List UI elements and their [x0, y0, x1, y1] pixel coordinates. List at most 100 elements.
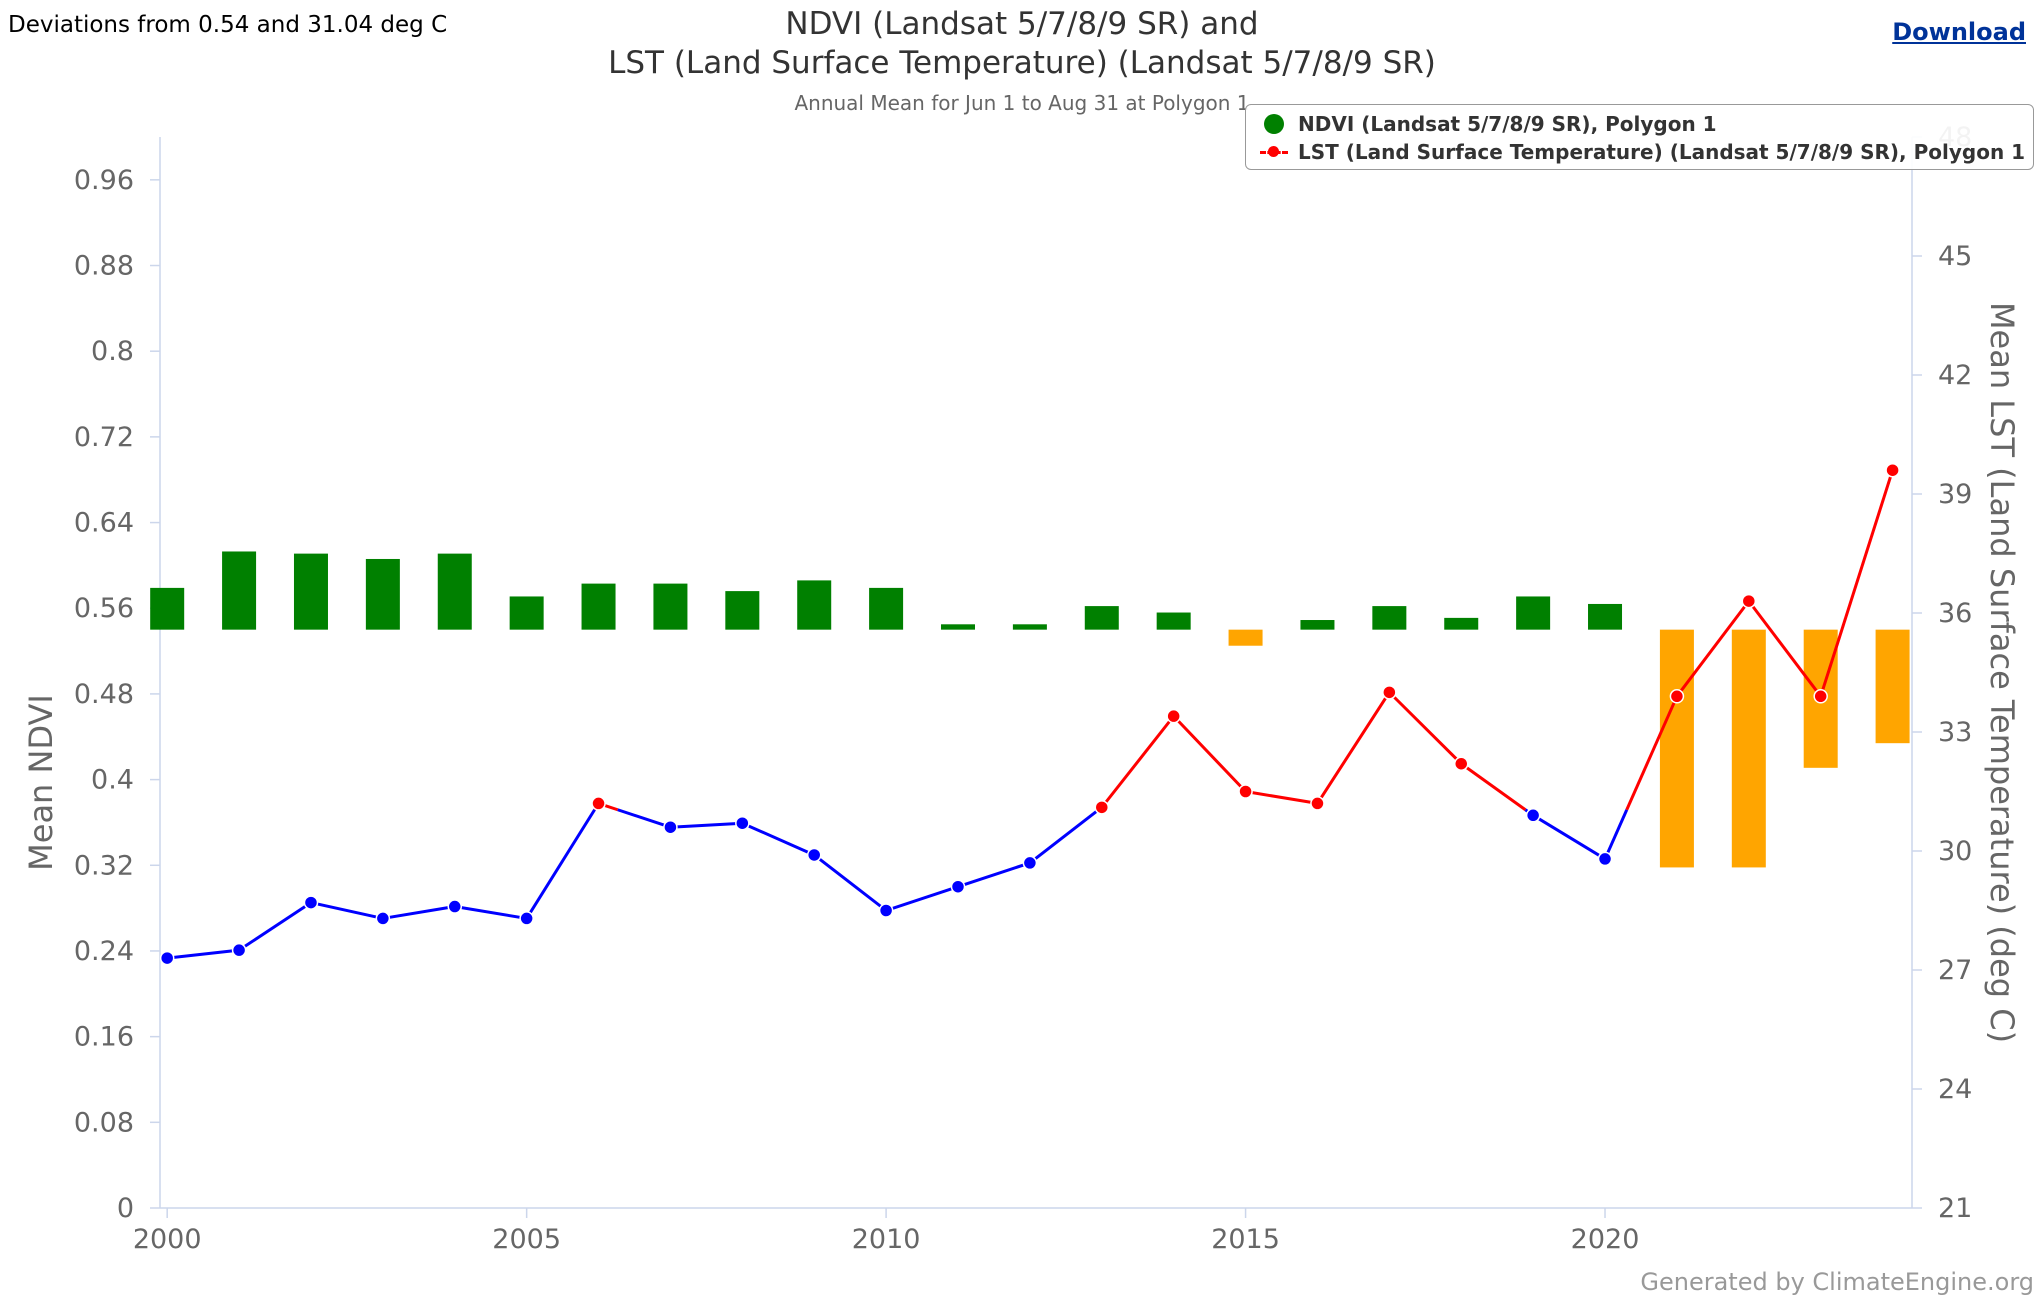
- y-right-tick-label: 30: [1938, 836, 1972, 867]
- chart-axes: [150, 136, 1922, 1218]
- ndvi-bar: [940, 624, 975, 630]
- chart-title-line1: NDVI (Landsat 5/7/8/9 SR) and: [785, 6, 1259, 42]
- legend-label-ndvi: NDVI (Landsat 5/7/8/9 SR), Polygon 1: [1298, 112, 1717, 136]
- lst-point: [1238, 784, 1253, 799]
- axis-labels: 0 0.08 0.16 0.24 0.32 0.4 0.48 0.56 0.64 0.72 0.8 0…: [22, 122, 2021, 1255]
- y-left-tick-label: 0.64: [74, 508, 134, 539]
- lst-point: [1669, 689, 1685, 704]
- download-link[interactable]: Download: [1892, 18, 2026, 46]
- ndvi-bar: [1659, 629, 1694, 868]
- y-right-tick-label: 42: [1938, 360, 1972, 391]
- lst-point: [1382, 685, 1397, 700]
- y-left-tick-label: 0.48: [74, 679, 134, 710]
- lst-segment: [1675, 600, 1751, 698]
- lst-point: [1597, 851, 1613, 867]
- lst-point: [519, 911, 534, 926]
- chart-subtitle: Annual Mean for Jun 1 to Aug 31 at Polyg…: [794, 91, 1250, 115]
- y-left-tick-label: 0.4: [91, 765, 134, 796]
- lst-segment: [1603, 809, 1629, 860]
- y-right-tick-label: 36: [1938, 598, 1972, 629]
- y-left-tick-label: 0.24: [74, 936, 134, 967]
- lst-segment: [1532, 814, 1606, 861]
- ndvi-bar: [653, 583, 688, 630]
- ndvi-bar: [1228, 629, 1263, 646]
- lst-segment: [1819, 469, 1895, 697]
- lst-segment: [670, 821, 743, 829]
- lst-point: [1885, 462, 1900, 478]
- lst-point: [231, 942, 247, 958]
- y-right-tick-label: 24: [1938, 1074, 1972, 1105]
- lst-segment: [1747, 600, 1822, 698]
- lst-segment: [1460, 762, 1527, 811]
- lst-point: [1094, 800, 1110, 815]
- ndvi-bar: [293, 553, 328, 630]
- lst-segment: [1245, 790, 1318, 805]
- lst-point: [447, 899, 463, 914]
- lst-point: [303, 895, 319, 910]
- ndvi-bar: [509, 596, 544, 630]
- lst-segment: [454, 905, 527, 920]
- lst-line: [159, 462, 1900, 966]
- y-left-tick-label: 0.32: [74, 850, 134, 881]
- lst-point: [159, 950, 175, 966]
- ndvi-bar: [1156, 612, 1191, 630]
- credit-link[interactable]: Generated by ClimateEngine.org: [1640, 1268, 2034, 1296]
- ndvi-bar: [1012, 624, 1047, 630]
- y-right-tick-label: 39: [1938, 479, 1972, 510]
- ndvi-bar: [1731, 629, 1766, 868]
- lst-segment: [1028, 808, 1100, 865]
- ndvi-bar: [1300, 620, 1335, 630]
- x-tick-label: 2020: [1571, 1224, 1640, 1255]
- ndvi-bar: [1875, 629, 1910, 744]
- y-left-tick-label: 0.96: [74, 165, 134, 196]
- ndvi-bar: [1588, 603, 1623, 630]
- y-right-axis-title: Mean LST (Land Surface Temperature) (deg…: [1983, 302, 2021, 1043]
- lst-segment: [167, 948, 240, 960]
- y-right-tick-label: 33: [1938, 717, 1972, 748]
- lst-point: [1310, 796, 1325, 811]
- lst-segment: [1100, 715, 1175, 809]
- y-right-tick-label: 21: [1938, 1193, 1972, 1224]
- y-right-tick-label: 45: [1938, 241, 1972, 272]
- ndvi-bars: [150, 551, 1910, 868]
- y-left-tick-label: 0.72: [74, 422, 134, 453]
- lst-point: [591, 796, 606, 811]
- ndvi-bar: [1444, 617, 1479, 630]
- y-left-tick-label: 0.8: [91, 336, 134, 367]
- legend-item-ndvi[interactable]: NDVI (Landsat 5/7/8/9 SR), Polygon 1: [1258, 111, 1717, 137]
- ndvi-bar: [222, 551, 257, 630]
- ndvi-bar: [1372, 606, 1407, 630]
- y-left-tick-label: 0: [117, 1193, 134, 1224]
- legend-item-lst[interactable]: LST (Land Surface Temperature) (Landsat …: [1258, 139, 2025, 165]
- y-left-tick-label: 0.16: [74, 1022, 134, 1053]
- lst-segment: [741, 821, 815, 857]
- lst-point: [375, 911, 391, 926]
- deviation-note: Deviations from 0.54 and 31.04 deg C: [8, 12, 448, 38]
- lst-segment: [813, 853, 888, 912]
- lst-segment: [1172, 715, 1247, 793]
- ndvi-bar: [1516, 596, 1551, 630]
- lst-point: [806, 847, 822, 863]
- lst-point: [878, 903, 894, 918]
- x-tick-label: 2000: [133, 1224, 202, 1255]
- lst-segment: [382, 905, 456, 920]
- lst-segment: [885, 885, 959, 912]
- lst-segment: [957, 861, 1031, 889]
- lst-segment: [525, 808, 596, 920]
- lst-point: [1741, 593, 1757, 609]
- y-left-tick-label: 0.56: [74, 593, 134, 624]
- ndvi-bar: [869, 587, 904, 630]
- ndvi-bar: [437, 553, 472, 630]
- ndvi-bar: [365, 558, 400, 630]
- lst-segment: [238, 901, 312, 952]
- lst-point: [735, 815, 750, 831]
- lst-point: [1022, 855, 1038, 871]
- lst-segment: [617, 808, 671, 829]
- ndvi-bar: [150, 587, 185, 630]
- lst-point: [663, 819, 678, 835]
- y-left-axis-title: Mean NDVI: [22, 694, 60, 871]
- ndvi-bar: [725, 591, 760, 630]
- lst-segment: [1625, 695, 1679, 811]
- x-tick-label: 2010: [852, 1224, 921, 1255]
